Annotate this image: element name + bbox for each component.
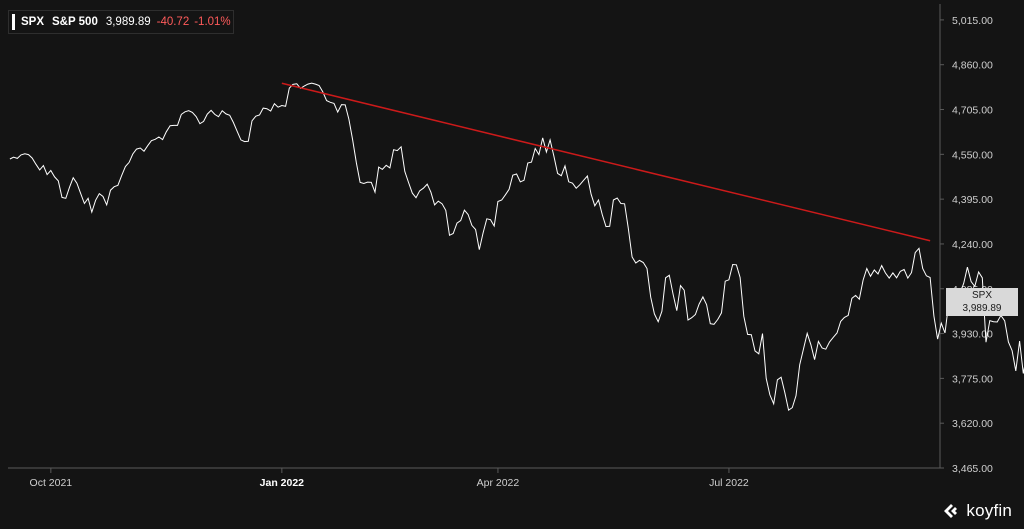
x-axis: Oct 2021 Jan 2022 Apr 2022 Jul 2022	[30, 468, 749, 489]
price-tag-symbol: SPX	[971, 290, 992, 301]
y-tick-label: 5,015.00	[952, 15, 993, 27]
y-tick-label: 3,465.00	[952, 463, 993, 475]
y-tick-label: 4,240.00	[952, 239, 993, 251]
y-tick-label: 3,620.00	[952, 418, 993, 430]
koyfin-logo[interactable]: koyfin	[943, 501, 1012, 521]
koyfin-logo-icon	[944, 504, 958, 518]
y-tick-label: 4,550.00	[952, 149, 993, 161]
x-tick-label: Oct 2021	[30, 477, 73, 489]
last-price-tag: SPX 3,989.89	[946, 288, 1018, 316]
series-color-swatch	[12, 14, 15, 30]
x-tick-label: Apr 2022	[477, 477, 520, 489]
price-tag-value: 3,989.89	[962, 303, 1002, 314]
y-axis: 3,465.003,620.003,775.003,930.004,085.00…	[940, 15, 993, 475]
y-tick-label: 4,395.00	[952, 194, 993, 206]
y-tick-label: 3,930.00	[952, 329, 993, 341]
legend-change-pct: -1.01%	[194, 16, 231, 28]
legend-price: 3,989.89	[105, 16, 151, 28]
legend-name: S&P 500	[52, 16, 98, 28]
y-tick-label: 3,775.00	[952, 373, 993, 385]
y-tick-label: 4,860.00	[952, 60, 993, 72]
x-tick-label: Jul 2022	[709, 477, 749, 489]
legend-symbol: SPX	[21, 16, 45, 28]
y-tick-label: 4,705.00	[952, 105, 993, 117]
series-legend[interactable]: SPX S&P 500 3,989.89 -40.72 -1.01%	[8, 10, 234, 34]
spx-price-line	[9, 82, 1024, 412]
brand-name: koyfin	[966, 501, 1012, 520]
x-tick-label: Jan 2022	[260, 477, 305, 489]
trendline[interactable]	[281, 82, 931, 242]
legend-change: -40.72	[156, 16, 190, 28]
